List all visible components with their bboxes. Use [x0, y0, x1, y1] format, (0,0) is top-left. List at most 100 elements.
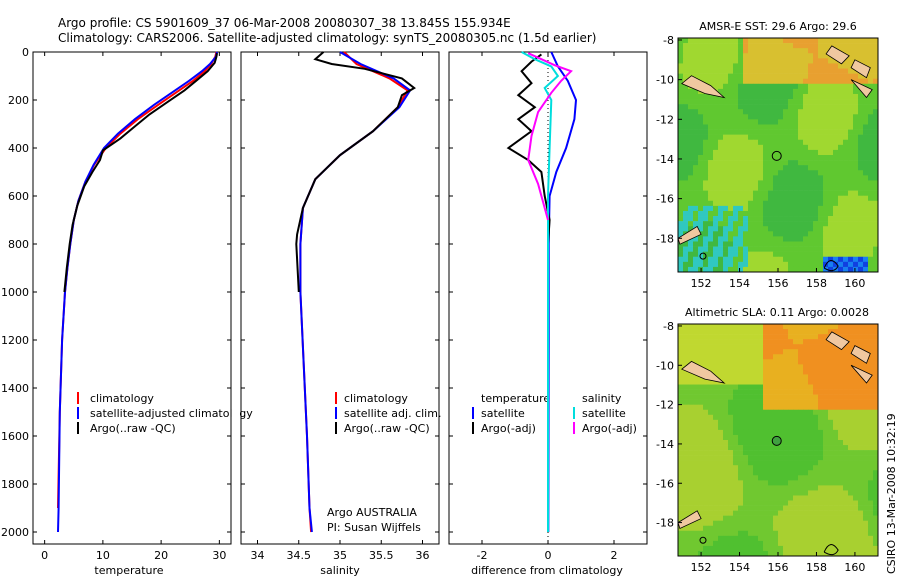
map-cell: [868, 465, 874, 471]
map-cell: [823, 485, 829, 491]
map-cell: [828, 190, 834, 196]
map-cell: [778, 99, 784, 105]
map-cell: [778, 515, 784, 521]
map-cell: [773, 470, 779, 476]
map-cell: [813, 515, 819, 521]
map-cell: [823, 414, 829, 421]
series-line: [57, 51, 218, 509]
map-cell: [728, 109, 734, 115]
map-cell: [738, 470, 744, 476]
map-cell: [818, 450, 824, 456]
map-cell: [868, 129, 874, 135]
map-cell: [863, 261, 869, 268]
map-cell: [828, 256, 834, 263]
map-cell: [853, 540, 859, 547]
map-cell: [758, 134, 764, 141]
map-cell: [853, 114, 859, 120]
map-cell: [713, 104, 719, 110]
map-cell: [838, 349, 844, 355]
map-cell: [863, 409, 869, 416]
map-cell: [698, 221, 704, 227]
map-cell: [818, 170, 824, 176]
map-cell: [858, 114, 864, 120]
map-cell: [773, 226, 779, 232]
map-cell: [818, 134, 824, 141]
map-cell: [793, 424, 799, 431]
map-cell: [773, 124, 779, 130]
map-cell: [768, 369, 774, 375]
map-cell: [693, 261, 699, 268]
map-cell: [803, 129, 809, 135]
map-cell: [738, 429, 744, 436]
map-cell: [708, 129, 714, 135]
map-cell: [718, 500, 724, 506]
map-cell: [748, 354, 754, 360]
map-cell: [738, 409, 744, 416]
map-cell: [678, 68, 684, 74]
map-cell: [708, 505, 714, 511]
map-cell: [803, 93, 809, 100]
map-cell: [678, 266, 684, 273]
map-cell: [863, 495, 869, 501]
map-cell: [743, 475, 749, 481]
map-cell: [818, 364, 824, 370]
map-cell: [803, 256, 809, 263]
map-cell: [778, 369, 784, 375]
map-cell: [688, 424, 694, 431]
series-line: [57, 51, 218, 533]
map-cell: [758, 266, 764, 273]
map-cell: [848, 470, 854, 476]
map-cell: [738, 525, 744, 532]
map-cell: [778, 200, 784, 207]
map-cell: [743, 139, 749, 146]
map-cell: [738, 550, 744, 557]
map-cell: [828, 394, 834, 400]
map-cell: [818, 73, 824, 79]
map-cell: [798, 434, 804, 441]
map-cell: [733, 83, 739, 90]
map-cell: [843, 349, 849, 355]
map-cell: [863, 221, 869, 227]
map-cell: [783, 93, 789, 100]
map-cell: [848, 500, 854, 506]
salinity-xlabel: salinity: [320, 564, 360, 577]
map-cell: [688, 185, 694, 191]
map-cell: [833, 475, 839, 481]
map-cell: [803, 329, 809, 335]
map-cell: [843, 261, 849, 268]
map-cell: [793, 185, 799, 191]
map-cell: [783, 419, 789, 426]
map-cell: [718, 149, 724, 156]
map-cell: [873, 185, 879, 191]
map-cell: [753, 379, 759, 385]
map-cell: [868, 389, 874, 395]
map-cell: [728, 344, 734, 350]
map-cell: [708, 43, 714, 49]
map-cell: [753, 354, 759, 360]
map-cell: [698, 190, 704, 196]
map-cell: [683, 246, 689, 252]
map-cell: [798, 404, 804, 411]
map-cell: [748, 470, 754, 476]
map-cell: [858, 379, 864, 385]
map-cell: [788, 88, 794, 95]
map-cell: [848, 364, 854, 370]
map-cell: [843, 200, 849, 207]
map-cell: [693, 73, 699, 79]
map-cell: [703, 185, 709, 191]
map-cell: [763, 334, 769, 340]
map-cell: [748, 485, 754, 491]
map-cell: [783, 210, 789, 217]
map-cell: [763, 540, 769, 547]
map-cell: [813, 155, 819, 161]
map-cell: [773, 404, 779, 411]
map-cell: [838, 550, 844, 557]
map-cell: [683, 354, 689, 360]
map-cell: [828, 434, 834, 441]
map-cell: [738, 344, 744, 350]
map-cell: [848, 160, 854, 166]
map-cell: [688, 114, 694, 120]
map-cell: [828, 455, 834, 461]
map-cell: [728, 434, 734, 441]
map-cell: [793, 364, 799, 370]
